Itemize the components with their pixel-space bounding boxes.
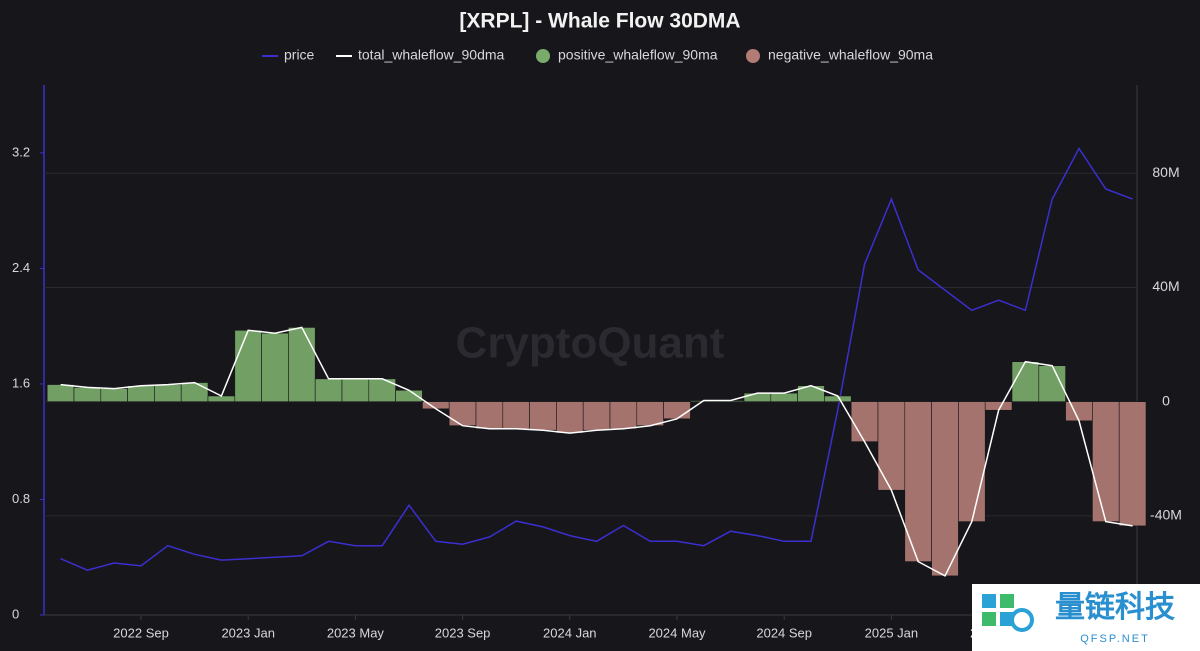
flow-bar [100,388,128,402]
flow-bar [288,327,316,402]
legend-swatch [536,49,550,63]
flow-bar [154,384,182,402]
flow-bar [127,385,155,402]
x-tick-label: 2022 Sep [113,625,169,640]
flow-bar [502,401,530,430]
flow-bar [931,401,959,577]
logo-text: 量链科技 [1055,590,1175,624]
logo-subtext: QFSP.NET [1080,633,1150,645]
y-tick-label: 0.8 [12,491,30,506]
chart-title: [XRPL] - Whale Flow 30DMA [459,10,740,33]
logo-icon [1010,608,1034,632]
flow-bar [877,401,906,491]
legend-label: positive_whaleflow_90ma [558,47,718,63]
flow-bar [556,401,584,434]
y-tick-label: 0 [12,606,19,621]
x-tick-label: 2024 Jan [543,625,597,640]
logo-icon [982,612,996,626]
flow-bar [582,401,611,431]
flow-bar [958,401,986,522]
x-tick-label: 2023 Sep [435,625,491,640]
x-tick-label: 2024 Sep [756,625,812,640]
flow-bar [448,401,477,426]
y2-tick-label: 40M [1152,278,1179,294]
flow-bar [904,401,932,562]
legend-label: total_whaleflow_90dma [358,47,505,63]
flow-bar [770,392,798,402]
flow-bar [1065,401,1093,422]
flow-bar [850,401,879,442]
flow-bar [609,401,638,430]
logo-icon [982,594,996,608]
flow-bar [234,329,262,402]
flow-bar [46,384,75,402]
logo-icon [1000,594,1014,608]
x-tick-label: 2024 May [648,625,706,640]
legend-label: price [284,47,315,63]
flow-line [60,326,1133,577]
flow-bar [529,401,557,431]
watermark: CryptoQuant [456,319,725,368]
y-tick-label: 3.2 [12,144,30,159]
y-tick-label: 2.4 [12,260,30,275]
flow-bar [180,382,209,402]
y2-tick-label: -40M [1150,507,1182,523]
flow-bar [341,378,370,402]
flow-bar [314,378,343,402]
flow-bar [743,392,772,402]
flow-bar [475,401,504,430]
y2-tick-label: 0 [1162,392,1170,408]
x-tick-label: 2023 May [327,625,385,640]
logo: 量链科技 QFSP.NET [972,584,1200,651]
x-tick-label: 2025 Jan [865,625,919,640]
flow-bar [261,332,289,402]
flow-bar [636,401,664,426]
y2-tick-label: 80M [1152,164,1179,180]
legend-label: negative_whaleflow_90ma [768,47,933,63]
flow-bar [1118,401,1147,527]
price-line [60,147,1133,571]
y-tick-label: 1.6 [12,375,30,390]
flow-bar [73,387,102,402]
flow-bar [1092,401,1120,522]
x-tick-label: 2023 Jan [221,625,275,640]
flow-bar [1011,361,1040,402]
legend-swatch [746,49,760,63]
flow-bar [663,401,691,420]
plot: 0 0.8 1.6 2.4 3.2 -40M 0 40M 80M 2022 Sep 2023 Jan… [12,47,1182,641]
